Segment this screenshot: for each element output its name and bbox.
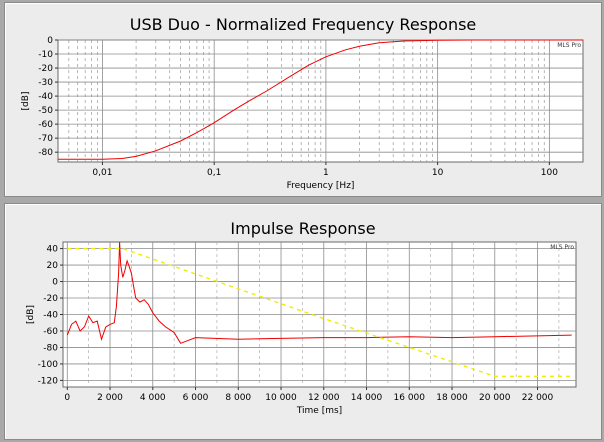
impulse-response-panel: Impulse Response 0 2 000 4 000 6 000 8 000 10 … — [4, 203, 602, 440]
y-tick-label: -80 — [43, 343, 58, 353]
frequency-response-panel: USB Duo - Normalized Frequency Response 0… — [4, 2, 602, 197]
energy-decay-line — [67, 247, 572, 377]
y-tick-label: -60 — [38, 120, 53, 130]
x-tick-label: 10 000 — [265, 393, 297, 403]
x-tick-label: 1 — [323, 168, 329, 178]
x-tick-label: 16 000 — [394, 393, 426, 403]
frequency-response-chart: USB Duo - Normalized Frequency Response 0… — [21, 15, 584, 191]
x-tick-label: 22 000 — [522, 393, 554, 403]
chart-title: USB Duo - Normalized Frequency Response — [130, 15, 477, 34]
watermark-label: MLS Pro — [550, 244, 574, 251]
x-tick-label: 100 — [541, 168, 558, 178]
y-axis-label: [dB] — [21, 92, 31, 111]
y-tick-label: -30 — [38, 78, 53, 88]
response-line — [66, 241, 572, 344]
x-tick-label: 10 — [432, 168, 444, 178]
impulse-response-chart: Impulse Response 0 2 000 4 000 6 000 8 000 10 … — [26, 219, 577, 416]
y-tick-label: 0 — [52, 278, 58, 288]
x-tick-label: 12 000 — [308, 393, 340, 403]
x-tick-label: 18 000 — [436, 393, 468, 403]
x-tick-label: 14 000 — [351, 393, 383, 403]
y-tick-label: -80 — [38, 148, 53, 158]
y-tick-label: -70 — [38, 134, 53, 144]
y-tick-label: 0 — [47, 36, 53, 46]
x-tick-label: 8 000 — [225, 393, 251, 403]
y-tick-label: 40 — [47, 245, 59, 255]
x-tick-label: 2 000 — [97, 393, 123, 403]
x-axis-label: Time [ms] — [296, 406, 342, 416]
response-line — [58, 39, 583, 160]
y-tick-label: -20 — [38, 64, 53, 74]
x-tick-label: 4 000 — [140, 393, 166, 403]
y-tick-label: -40 — [38, 92, 53, 102]
x-tick-label: 20 000 — [479, 393, 511, 403]
x-tick-label: 6 000 — [183, 393, 209, 403]
y-axis-label: [dB] — [26, 305, 36, 324]
watermark-label: MLS Pro — [557, 42, 581, 49]
y-tick-label: -40 — [43, 311, 58, 321]
y-tick-label: -10 — [38, 50, 53, 60]
y-tick-label: -100 — [38, 360, 59, 370]
x-tick-label: 0,1 — [207, 168, 221, 178]
x-axis-label: Frequency [Hz] — [287, 181, 355, 191]
x-tick-label: 0 — [64, 393, 70, 403]
y-tick-label: -20 — [43, 294, 58, 304]
y-tick-label: 20 — [47, 261, 59, 271]
y-tick-label: -120 — [38, 376, 59, 386]
x-tick-label: 0,01 — [92, 168, 112, 178]
y-tick-label: -60 — [43, 327, 58, 337]
y-tick-label: -50 — [38, 106, 53, 116]
chart-title: Impulse Response — [230, 219, 375, 238]
